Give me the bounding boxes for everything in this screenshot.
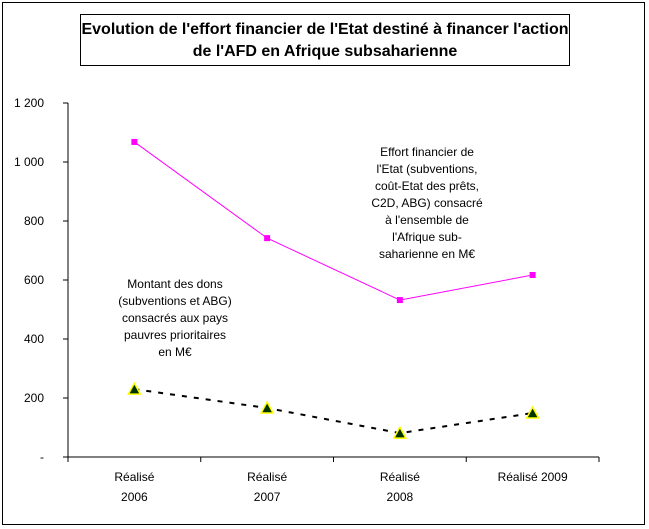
annotation-line: coût-Etat des prêts, bbox=[374, 179, 480, 193]
y-tick-label: 600 bbox=[24, 273, 44, 287]
annotation-dons: Montant des dons (subventions et ABG) cons… bbox=[100, 276, 250, 361]
chart-title: Evolution de l'effort financier de l'Eta… bbox=[80, 14, 570, 66]
x-tick-label: Réalisé bbox=[114, 470, 154, 484]
annotation-line: saharienne en M€ bbox=[378, 247, 476, 261]
x-tick-label: Réalisé 2009 bbox=[498, 470, 568, 484]
data-point-triangle bbox=[525, 405, 540, 419]
x-tick-label: 2007 bbox=[254, 490, 281, 504]
x-tick-label: 2008 bbox=[387, 490, 414, 504]
data-point-square bbox=[529, 271, 536, 278]
x-tick-label: Réalisé bbox=[247, 470, 287, 484]
annotation-line: l'Etat (subventions, bbox=[376, 162, 478, 176]
annotation-line: (subventions et ABG) bbox=[118, 294, 232, 308]
data-point-square bbox=[396, 297, 403, 304]
y-tick-label: 1 200 bbox=[14, 96, 44, 110]
y-tick-label: 400 bbox=[24, 332, 44, 346]
annotation-line: l'Afrique sub- bbox=[392, 230, 462, 244]
y-tick-label: 1 000 bbox=[14, 155, 44, 169]
x-tick-label: Réalisé bbox=[380, 470, 420, 484]
data-point-triangle bbox=[259, 400, 275, 414]
annotation-line: pauvres prioritaires bbox=[123, 328, 227, 342]
y-tick-label: - bbox=[40, 450, 44, 464]
title-line: Evolution de l'effort financier de l'Eta… bbox=[81, 21, 569, 38]
data-point-square bbox=[264, 235, 271, 242]
data-point-square bbox=[131, 138, 138, 145]
data-point-triangle bbox=[392, 425, 408, 439]
annotation-effort: Effort financier de l'Etat (subventions, c… bbox=[352, 144, 502, 263]
y-tick-label: 800 bbox=[24, 214, 44, 228]
data-point-triangle bbox=[127, 381, 142, 395]
y-tick-label: 200 bbox=[24, 391, 44, 405]
title-line: de l'AFD en Afrique subsaharienne bbox=[192, 43, 458, 60]
x-tick-label: 2006 bbox=[121, 490, 148, 504]
annotation-line: C2D, ABG) consacré bbox=[371, 196, 483, 210]
series-line bbox=[134, 141, 533, 301]
annotation-line: Montant des dons bbox=[127, 277, 223, 291]
chart-frame bbox=[2, 2, 645, 525]
annotation-line: Effort financier de bbox=[380, 145, 474, 159]
annotation-line: à l'ensemble de bbox=[385, 213, 469, 227]
series-line bbox=[134, 388, 533, 435]
annotation-line: en M€ bbox=[158, 345, 192, 359]
annotation-line: consacrés aux pays bbox=[121, 311, 229, 325]
